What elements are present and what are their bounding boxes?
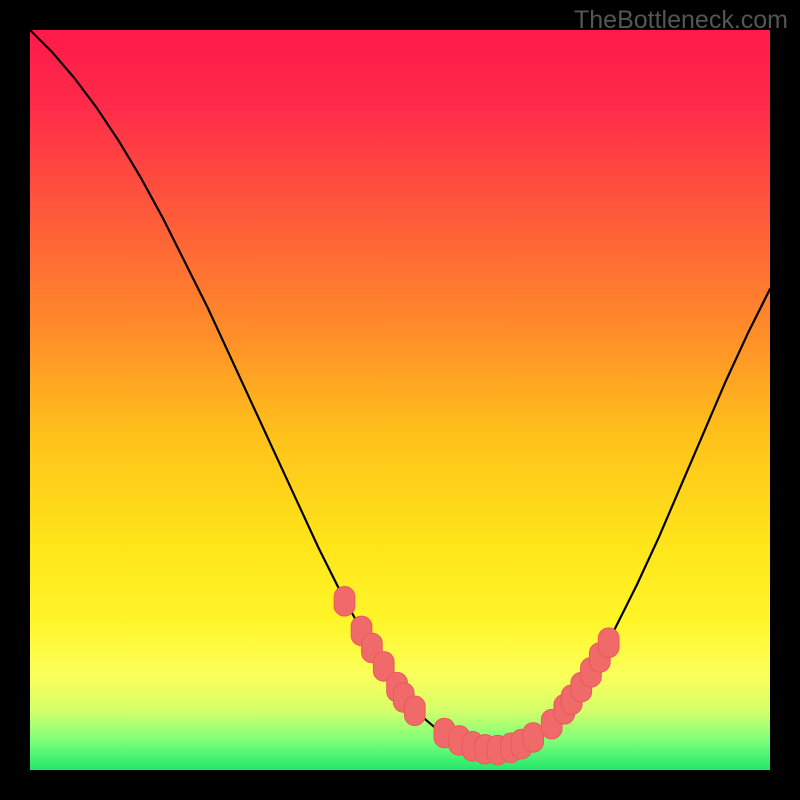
bottleneck-chart [0, 0, 800, 800]
plot-background [30, 30, 770, 770]
watermark-text: TheBottleneck.com [574, 6, 788, 35]
data-marker [334, 586, 355, 616]
data-marker [598, 628, 619, 658]
data-marker [404, 696, 425, 726]
data-marker [523, 723, 544, 753]
chart-frame: TheBottleneck.com [0, 0, 800, 800]
